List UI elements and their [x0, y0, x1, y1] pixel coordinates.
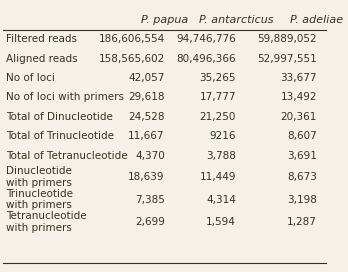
- Text: No of loci with primers: No of loci with primers: [6, 92, 124, 103]
- Text: Dinucleotide
with primers: Dinucleotide with primers: [6, 166, 72, 188]
- Text: 18,639: 18,639: [128, 172, 165, 182]
- Text: P. adeliae: P. adeliae: [291, 15, 343, 25]
- Text: 59,889,052: 59,889,052: [258, 34, 317, 44]
- Text: Aligned reads: Aligned reads: [6, 54, 78, 64]
- Text: Filtered reads: Filtered reads: [6, 34, 77, 44]
- Text: 11,449: 11,449: [199, 172, 236, 182]
- Text: P. papua: P. papua: [141, 15, 188, 25]
- Text: Trinucleotide
with primers: Trinucleotide with primers: [6, 189, 73, 210]
- Text: 35,265: 35,265: [199, 73, 236, 83]
- Text: 29,618: 29,618: [128, 92, 165, 103]
- Text: 158,565,602: 158,565,602: [98, 54, 165, 64]
- Text: 1,287: 1,287: [287, 217, 317, 227]
- Text: 24,528: 24,528: [128, 112, 165, 122]
- Text: 20,361: 20,361: [280, 112, 317, 122]
- Text: 4,370: 4,370: [135, 151, 165, 161]
- Text: 9216: 9216: [209, 131, 236, 141]
- Text: Total of Dinucleotide: Total of Dinucleotide: [6, 112, 113, 122]
- Text: 1,594: 1,594: [206, 217, 236, 227]
- Text: 52,997,551: 52,997,551: [257, 54, 317, 64]
- Text: 17,777: 17,777: [199, 92, 236, 103]
- Text: 3,788: 3,788: [206, 151, 236, 161]
- Text: No of loci: No of loci: [6, 73, 55, 83]
- Text: P. antarcticus: P. antarcticus: [199, 15, 273, 25]
- Text: Tetranucleotide
with primers: Tetranucleotide with primers: [6, 211, 87, 233]
- Text: 4,314: 4,314: [206, 194, 236, 205]
- Text: 8,607: 8,607: [287, 131, 317, 141]
- Text: 21,250: 21,250: [200, 112, 236, 122]
- Text: 2,699: 2,699: [135, 217, 165, 227]
- Text: 33,677: 33,677: [280, 73, 317, 83]
- Text: 3,691: 3,691: [287, 151, 317, 161]
- Text: Total of Trinucleotide: Total of Trinucleotide: [6, 131, 114, 141]
- Text: 42,057: 42,057: [128, 73, 165, 83]
- Text: 8,673: 8,673: [287, 172, 317, 182]
- Text: Total of Tetranucleotide: Total of Tetranucleotide: [6, 151, 128, 161]
- Text: 186,606,554: 186,606,554: [98, 34, 165, 44]
- Text: 80,496,366: 80,496,366: [176, 54, 236, 64]
- Text: 3,198: 3,198: [287, 194, 317, 205]
- Text: 94,746,776: 94,746,776: [176, 34, 236, 44]
- Text: 13,492: 13,492: [280, 92, 317, 103]
- Text: 11,667: 11,667: [128, 131, 165, 141]
- Text: 7,385: 7,385: [135, 194, 165, 205]
